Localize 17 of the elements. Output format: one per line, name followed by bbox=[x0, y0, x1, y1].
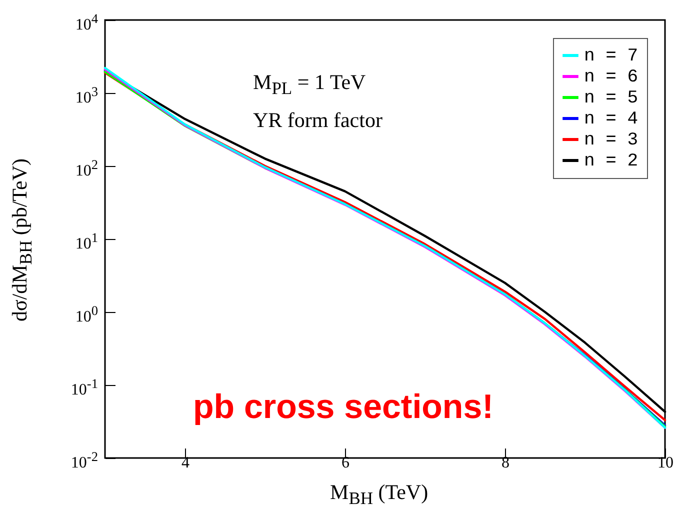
y-tick-label: 10$^{-2}$ bbox=[70, 448, 98, 474]
legend-label: n = 2 bbox=[584, 152, 638, 172]
annotation: YR form factor bbox=[253, 108, 382, 133]
y-tick-label: 10$^{0}$ bbox=[75, 302, 98, 328]
annotation: pb cross sections! bbox=[193, 388, 494, 427]
legend-label: n = 5 bbox=[584, 88, 638, 108]
y-tick-label: 10$^{-1}$ bbox=[70, 375, 98, 400]
y-tick-label: 10$^{1}$ bbox=[75, 229, 98, 254]
annotation: M$_{PL}$ = 1 TeV bbox=[253, 70, 366, 100]
y-tick-label: 10$^{3}$ bbox=[75, 83, 98, 108]
legend-label: n = 6 bbox=[584, 68, 638, 88]
legend-label: n = 7 bbox=[584, 46, 638, 66]
x-axis-title: M$_{BH}$ (TeV) bbox=[330, 480, 428, 510]
y-tick-label: 10$^{2}$ bbox=[75, 156, 98, 182]
legend-label: n = 4 bbox=[584, 110, 638, 130]
y-tick-label: 10$^{4}$ bbox=[75, 10, 98, 36]
legend-label: n = 3 bbox=[584, 130, 638, 150]
